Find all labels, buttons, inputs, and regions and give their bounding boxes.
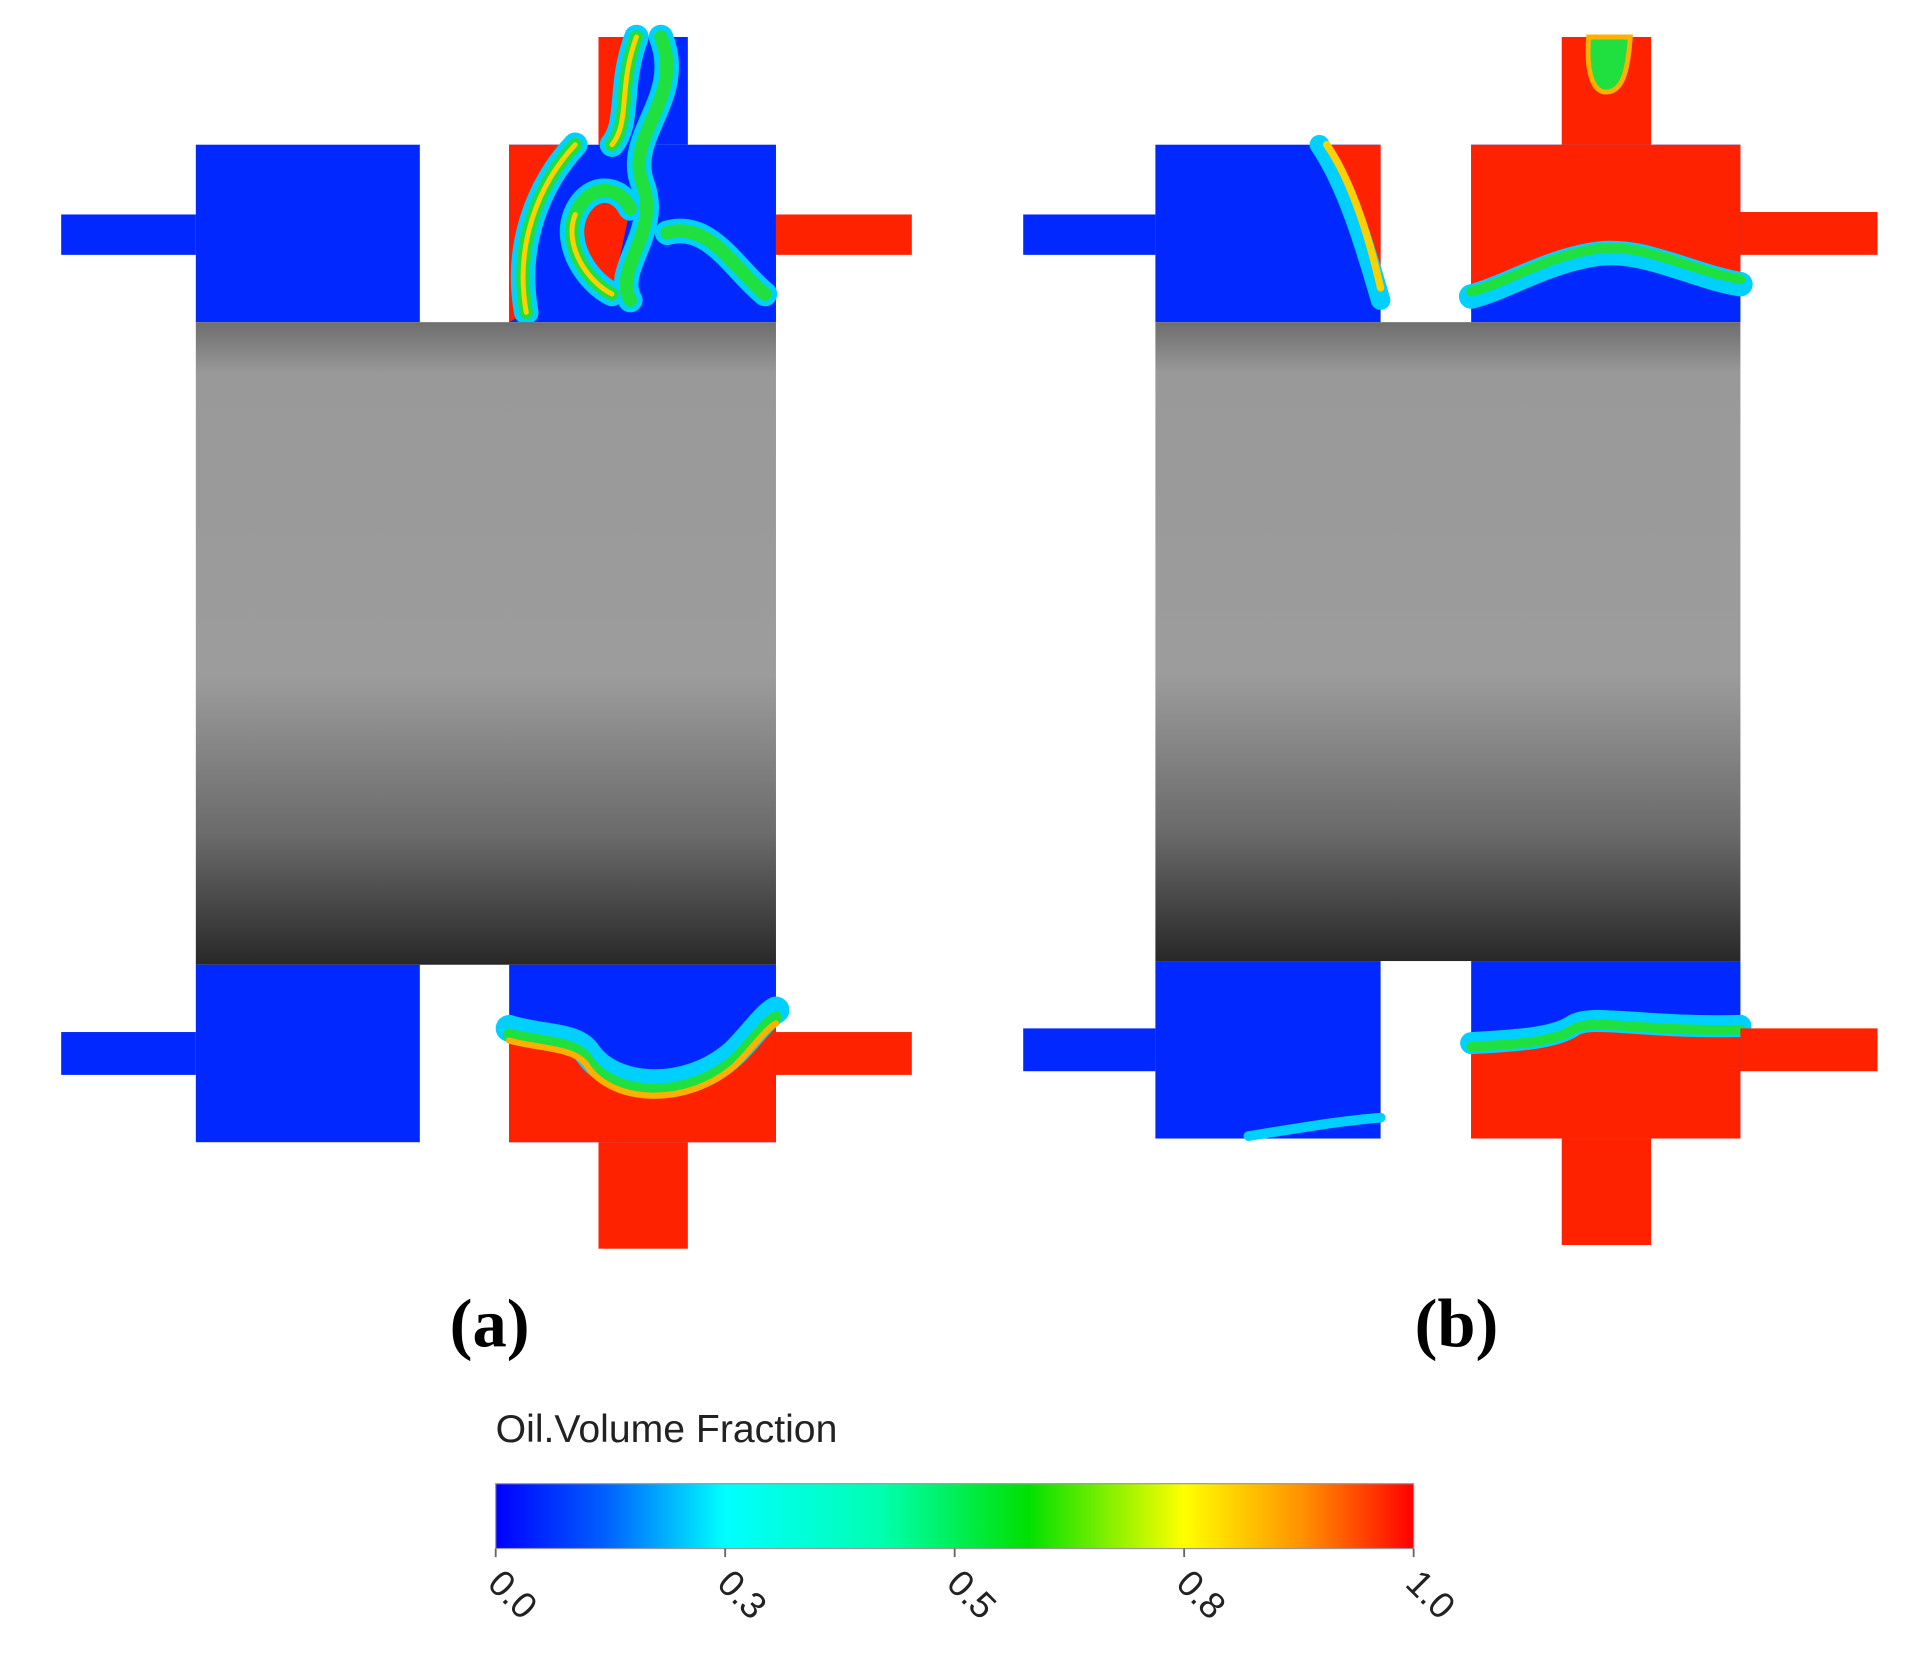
outlet-pipe [598, 1142, 688, 1249]
chamber [195, 144, 420, 323]
panel-label: (b) [1415, 1286, 1499, 1362]
inlet-pipe [61, 1032, 196, 1075]
tick-label: 0.5 [939, 1562, 1004, 1627]
outlet-pipe [775, 214, 912, 255]
interface [1585, 34, 1633, 95]
tick-label: 0.3 [710, 1562, 775, 1627]
oil-region [509, 36, 637, 323]
panel-a [61, 24, 912, 1249]
tick-label: 0.8 [1169, 1562, 1234, 1627]
inlet-pipe [61, 214, 196, 255]
interface [510, 24, 778, 325]
colorbar-title: Oil.Volume Fraction [496, 1408, 838, 1451]
inlet-pipe [1023, 1028, 1156, 1072]
rotor [195, 322, 776, 965]
inlet-pipe [1023, 214, 1156, 255]
colorbar-ticks: 0.0 0.3 0.5 0.8 1.0 [480, 1548, 1463, 1627]
interface [503, 1011, 783, 1096]
outlet-pipe [1561, 1138, 1652, 1246]
interface [1466, 243, 1746, 297]
colorbar [495, 1483, 1415, 1550]
tick-label: 0.0 [480, 1562, 545, 1627]
interface [1323, 141, 1385, 292]
chamber [1155, 961, 1381, 1139]
interface [506, 1020, 780, 1099]
outlet-pipe [1740, 1028, 1878, 1072]
oil-region [509, 1010, 776, 1143]
interface [1243, 1112, 1386, 1141]
panel-label: (a) [450, 1286, 530, 1362]
interface [1309, 134, 1391, 310]
interface [1466, 1019, 1746, 1052]
panel-b [1023, 34, 1878, 1246]
oil-region [1471, 1020, 1741, 1139]
tick-label: 1.0 [1398, 1562, 1463, 1627]
chamber [195, 964, 420, 1143]
rotor [1155, 322, 1741, 962]
outlet-pipe [1740, 212, 1878, 255]
outlet-pipe [775, 1032, 912, 1075]
oil-region [1319, 144, 1381, 301]
